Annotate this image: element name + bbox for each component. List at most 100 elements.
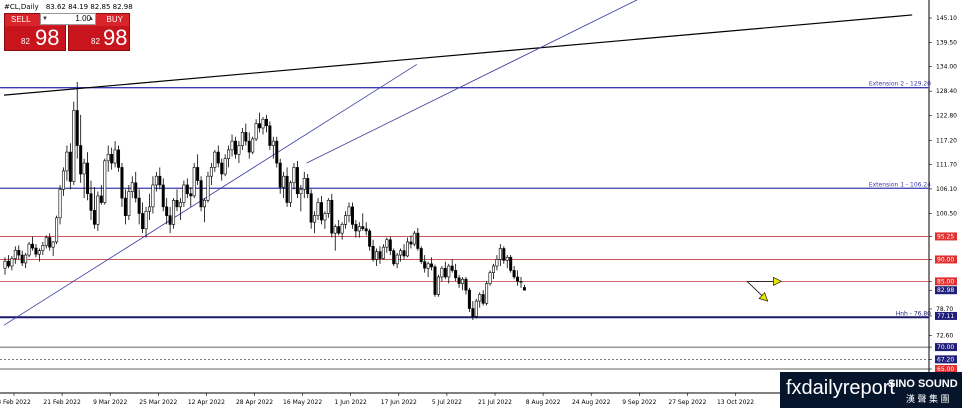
candle-body-50 (175, 199, 179, 208)
candle-87 (302, 171, 306, 199)
candle-72 (251, 136, 255, 155)
candle-body-24 (86, 162, 90, 195)
candle-body-139 (481, 294, 485, 304)
candle-body-42 (147, 206, 151, 212)
candle-body-61 (213, 151, 217, 168)
candle-body-134 (464, 278, 468, 291)
candle-60 (209, 163, 213, 185)
price-tag-bg-6 (935, 355, 957, 364)
candle-61 (213, 149, 217, 172)
arrow-head-1 (758, 292, 769, 302)
candle-48 (168, 206, 172, 234)
candle-body-147 (509, 256, 513, 271)
candle-body-151 (522, 287, 526, 291)
level-label-1: Extension 1 - 106.24 (869, 181, 931, 188)
candle-body-44 (154, 175, 158, 186)
candle-68 (237, 141, 241, 164)
x-tick-label-8: 17 Jun 2022 (381, 399, 417, 406)
candle-47 (165, 198, 169, 225)
candle-body-26 (92, 210, 96, 225)
candle-65 (227, 145, 231, 168)
candle-57 (199, 176, 203, 212)
candle-body-78 (271, 140, 275, 146)
candle-body-96 (333, 226, 337, 234)
lot-decrease-icon[interactable]: ▼ (42, 16, 48, 22)
price-tag-bg-2 (935, 277, 957, 286)
candle-body-141 (488, 272, 492, 284)
candle-35 (123, 189, 127, 225)
candle-body-12 (44, 237, 48, 246)
candle-body-69 (240, 132, 244, 146)
candle-body-86 (299, 189, 303, 195)
candle-body-128 (443, 267, 447, 278)
candle-body-145 (502, 248, 506, 261)
candle-145 (502, 246, 506, 264)
price-tag-label-7: 65.00 (937, 366, 954, 373)
candle-body-35 (123, 197, 127, 216)
y-tick-label-1: 139.50 (936, 40, 957, 47)
x-tick-label-2: 9 Mar 2022 (93, 399, 127, 406)
candle-147 (509, 255, 513, 273)
candle-46 (161, 178, 165, 212)
ohlc-label: 83.62 84.19 82.85 82.98 (46, 3, 133, 11)
candle-body-100 (347, 206, 351, 216)
candle-64 (223, 154, 227, 177)
candle-body-46 (161, 184, 165, 208)
candle-85 (295, 160, 299, 199)
candle-body-32 (113, 149, 117, 164)
candle-27 (96, 191, 100, 231)
candle-body-6 (24, 254, 28, 264)
lot-size-input[interactable]: 1.00 (40, 13, 96, 25)
candle-body-1 (6, 260, 10, 267)
candle-body-56 (196, 167, 200, 181)
candle-78 (271, 136, 275, 159)
candle-body-99 (344, 215, 348, 225)
candle-100 (347, 202, 351, 223)
candle-body-148 (512, 270, 516, 278)
lot-increase-icon[interactable]: ▲ (88, 16, 94, 22)
level-label-5: Hnh - 76.80 (896, 310, 931, 317)
candle-body-144 (498, 248, 502, 260)
candle-body-110 (381, 246, 385, 259)
candle-body-117 (405, 241, 409, 257)
y-tick-label-6: 111.70 (936, 161, 957, 168)
candle-21 (75, 81, 79, 159)
candle-body-14 (51, 241, 55, 248)
price-tag-label-2: 85.00 (937, 278, 954, 285)
candle-body-19 (68, 151, 72, 182)
candle-126 (436, 274, 440, 297)
candle-103 (357, 222, 361, 238)
candle-body-101 (350, 206, 354, 225)
candle-body-47 (165, 206, 169, 216)
candle-body-23 (82, 162, 86, 175)
candle-body-52 (182, 184, 186, 203)
price-tag-bg-4 (935, 311, 957, 320)
candle-body-108 (375, 251, 379, 260)
sell-price-big: 98 (35, 25, 60, 50)
candle-body-60 (209, 167, 213, 177)
candle-1 (6, 255, 10, 269)
trend-line-0 (3, 14, 913, 96)
price-tags: 95.25 90.00 85.00 82.98 77.11 70.00 67.20 65.00 (935, 232, 957, 373)
candle-body-36 (127, 191, 131, 216)
x-tick-label-1: 21 Feb 2022 (43, 399, 81, 406)
candle-5 (20, 250, 24, 267)
candle-7 (27, 241, 31, 258)
candle-32 (113, 141, 117, 168)
candle-body-65 (227, 149, 231, 159)
candle-74 (258, 112, 262, 133)
candle-101 (350, 202, 354, 229)
candle-39 (137, 189, 141, 225)
y-tick-label-7: 106.10 (936, 186, 957, 193)
candle-body-34 (120, 167, 124, 199)
candle-body-39 (137, 197, 141, 214)
candle-body-58 (203, 199, 207, 208)
candle-body-33 (117, 149, 121, 168)
candle-70 (244, 123, 248, 146)
candle-11 (41, 241, 45, 256)
candle-130 (450, 259, 454, 273)
candle-20 (72, 101, 76, 185)
candle-37 (130, 176, 134, 199)
